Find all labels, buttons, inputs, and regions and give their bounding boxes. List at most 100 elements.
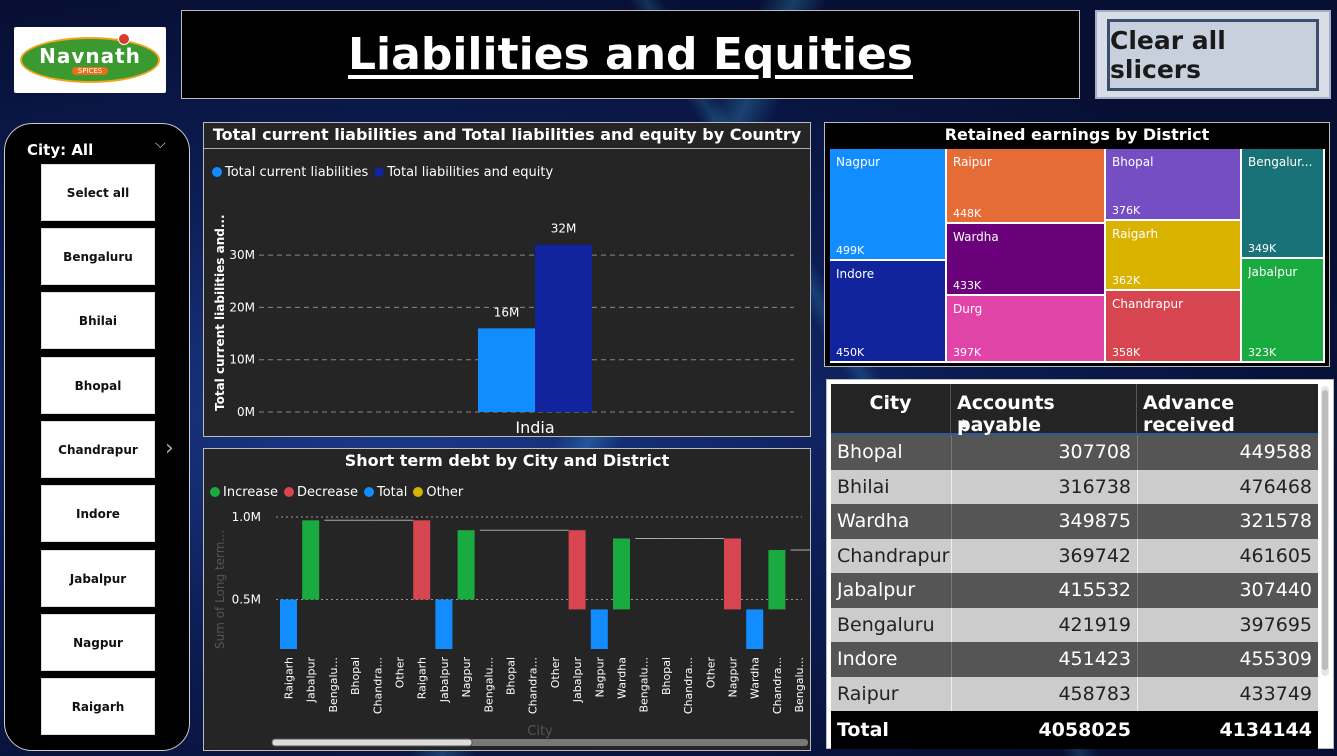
legend-item[interactable]: Total current liabilities <box>212 165 368 180</box>
slicer-item-raigarh[interactable]: Raigarh <box>41 678 155 735</box>
treemap-value: 376K <box>1112 204 1141 217</box>
treemap-label: Wardha <box>953 230 999 244</box>
slicer-item-chandrapur[interactable]: Chandrapur <box>41 421 155 478</box>
x-tick-label: Jabalpur <box>305 657 318 704</box>
chevron-down-icon[interactable]: ⌵ <box>155 136 166 152</box>
treemap-label: Indore <box>836 267 875 281</box>
slicer-item-bhilai[interactable]: Bhilai <box>41 292 155 349</box>
waterfall-bar <box>413 520 431 600</box>
y-axis-label: Total current liabilities and... <box>213 214 227 411</box>
treemap-value: 323K <box>1248 346 1277 359</box>
table-row[interactable]: Jabalpur 415532 307440 <box>831 573 1318 608</box>
clear-slicers-button[interactable]: Clear all slicers <box>1095 10 1331 99</box>
slicer-item-jabalpur[interactable]: Jabalpur <box>41 550 155 607</box>
treemap-cell[interactable]: Indore 450K <box>830 261 947 363</box>
table-cell: 461605 <box>1137 538 1318 573</box>
x-tick-label: India <box>515 418 554 437</box>
treemap-label: Raigarh <box>1112 227 1159 241</box>
waterfall-bar <box>768 550 786 610</box>
legend-item[interactable]: Total liabilities and equity <box>374 165 553 180</box>
column-header-advance-received[interactable]: Advance received <box>1143 392 1235 436</box>
accounts-table[interactable]: City Accounts payable ▲ Advance received … <box>826 379 1334 749</box>
treemap-title: Retained earnings by District <box>944 125 1210 144</box>
table-cell: 397695 <box>1137 607 1318 642</box>
treemap-cell[interactable]: Nagpur 499K <box>830 149 947 261</box>
treemap-cell[interactable]: Bhopal 376K <box>1106 149 1242 221</box>
treemap-cell[interactable]: Wardha 433K <box>947 224 1106 296</box>
legend-item[interactable]: Increase <box>210 485 278 500</box>
y-tick-label: 0M <box>237 405 255 419</box>
x-tick-label: Bengalu... <box>482 657 495 713</box>
table-cell: Wardha <box>837 510 910 533</box>
table-row[interactable]: Chandrapur 369742 461605 <box>831 538 1318 573</box>
chevron-right-icon[interactable]: › <box>165 436 174 461</box>
table-cell: Bengaluru <box>837 613 935 636</box>
table-cell: 455309 <box>1137 642 1318 677</box>
slicer-item-select-all[interactable]: Select all <box>41 164 155 221</box>
treemap-value: 397K <box>953 346 982 359</box>
treemap-value: 358K <box>1112 346 1141 359</box>
x-tick-label: Bhopal <box>349 657 362 695</box>
legend-item[interactable]: Other <box>413 485 463 500</box>
retained-earnings-treemap[interactable]: Retained earnings by District Nagpur 499K… <box>824 122 1330 367</box>
treemap-label: Bhopal <box>1112 155 1154 169</box>
legend-item[interactable]: Total <box>363 485 407 500</box>
treemap-cell[interactable]: Durg 397K <box>947 296 1106 363</box>
x-tick-label: Chandra... <box>527 657 540 714</box>
treemap-label: Jabalpur <box>1248 265 1298 279</box>
table-scrollbar[interactable] <box>1321 386 1329 676</box>
y-tick-label: 0.5M <box>232 593 261 607</box>
slicer-item-bengaluru[interactable]: Bengaluru <box>41 228 155 285</box>
table-row[interactable]: Bengaluru 421919 397695 <box>831 607 1318 642</box>
x-tick-label: Jabalpur <box>571 657 584 704</box>
waterfall-bar <box>613 538 630 610</box>
liabilities-bar-chart[interactable]: Total current liabilities and Total liab… <box>203 122 811 437</box>
treemap-value: 448K <box>953 207 982 220</box>
navnath-logo: Navnath SPICES <box>14 27 166 93</box>
waterfall-bar <box>746 609 764 649</box>
table-cell: Chandrapur <box>837 544 950 567</box>
treemap-value: 450K <box>836 346 865 359</box>
slicer-item-nagpur[interactable]: Nagpur <box>41 614 155 671</box>
table-row[interactable]: Bhopal 307708 449588 <box>831 435 1318 470</box>
treemap-cell[interactable]: Jabalpur 323K <box>1242 259 1325 363</box>
column-header-accounts-payable[interactable]: Accounts payable ▲ <box>951 384 1137 436</box>
table-row[interactable]: Indore 451423 455309 <box>831 642 1318 677</box>
legend-item[interactable]: Decrease <box>284 485 358 500</box>
data-label: 16M <box>494 305 520 319</box>
y-tick-label: 20M <box>229 300 255 314</box>
x-tick-label: Chandra... <box>371 657 384 714</box>
table-row[interactable]: Wardha 349875 321578 <box>831 504 1318 539</box>
waterfall-title: Short term debt by City and District <box>344 451 670 470</box>
x-tick-label: Wardha <box>616 657 629 699</box>
total-advance-received: 4134144 <box>1219 719 1312 741</box>
x-tick-label: Jabalpur <box>438 657 451 704</box>
waterfall-bar <box>280 599 297 649</box>
table-row[interactable]: Bhilai 316738 476468 <box>831 469 1318 504</box>
treemap-cell[interactable]: Raipur 448K <box>947 149 1106 224</box>
x-axis-label: City <box>527 724 553 739</box>
table-row[interactable]: Raipur 458783 433749 <box>831 676 1318 711</box>
waterfall-bar <box>568 530 586 610</box>
waterfall-bar <box>590 609 608 649</box>
waterfall-legend: Increase Decrease Total Other <box>210 485 463 500</box>
treemap-cell[interactable]: Bengalur... 349K <box>1242 149 1325 259</box>
x-tick-label: Nagpur <box>593 657 606 698</box>
city-slicer: City: All ⌵ › Select all Bengaluru Bhila… <box>4 123 190 751</box>
y-tick-label: 30M <box>229 248 255 262</box>
short-term-debt-waterfall[interactable]: Short term debt by City and District Inc… <box>203 448 811 751</box>
x-tick-label: Raigarh <box>416 657 429 699</box>
treemap-area: Nagpur 499K Indore 450K Raipur 448K Wardha 433K… <box>830 149 1325 363</box>
x-tick-label: Bhopal <box>660 657 673 695</box>
x-tick-label: Other <box>549 657 562 689</box>
treemap-label: Nagpur <box>836 155 881 169</box>
bar-chart-title: Total current liabilities and Total liab… <box>204 123 810 149</box>
total-label: Total <box>837 719 889 741</box>
column-header-city[interactable]: City <box>831 384 951 433</box>
treemap-cell[interactable]: Chandrapur 358K <box>1106 291 1242 363</box>
slicer-item-bhopal[interactable]: Bhopal <box>41 357 155 414</box>
slicer-item-indore[interactable]: Indore <box>41 485 155 542</box>
logo-text: Navnath <box>39 43 141 68</box>
treemap-cell[interactable]: Raigarh 362K <box>1106 221 1242 291</box>
waterfall-bar <box>724 538 741 610</box>
